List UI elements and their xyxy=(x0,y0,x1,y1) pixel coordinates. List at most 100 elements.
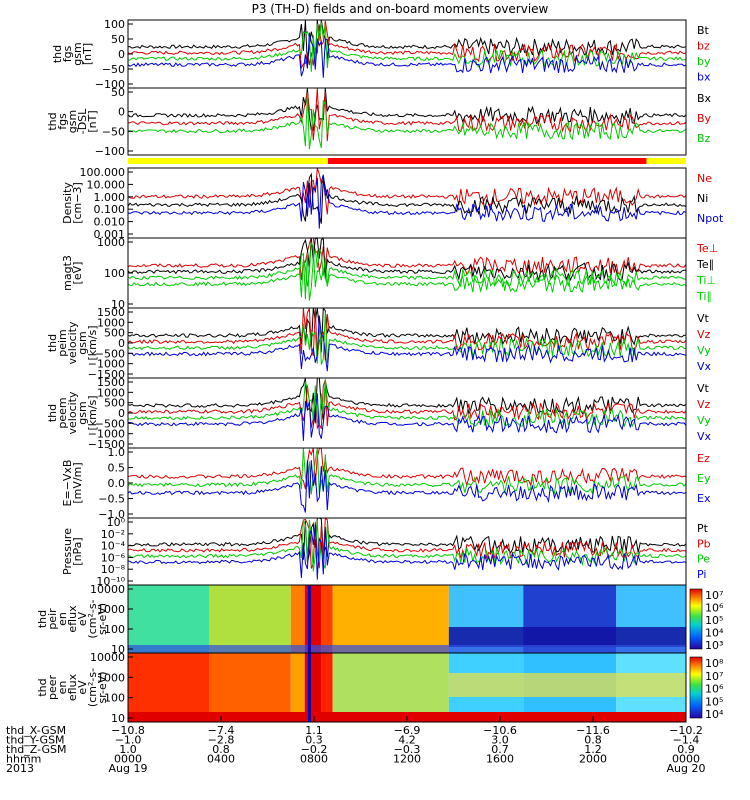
y-axis-label-line: Pressure xyxy=(61,528,74,575)
x-tick-label: 0.7 xyxy=(491,743,509,756)
y-axis-label-line: [nT] xyxy=(86,110,99,132)
y-tick-label: 1500 xyxy=(97,376,125,389)
colorbar-tick-label: 10⁷ xyxy=(705,670,723,683)
y-axis-label-line: [eV] xyxy=(71,262,84,285)
x-tick-label: Aug 20 xyxy=(667,762,706,775)
y-tick-label: −50 xyxy=(102,125,125,138)
x-tick-label: 0000 xyxy=(114,753,142,766)
series-vy-line xyxy=(128,311,686,365)
y-tick-label: 1000 xyxy=(97,603,125,616)
y-axis-label-line: [nT] xyxy=(81,43,94,65)
x-tick-label: 0800 xyxy=(300,753,328,766)
spectrogram-cell xyxy=(128,585,210,653)
legend-0: Bt xyxy=(697,24,710,37)
y-axis-label-line: -DSL xyxy=(76,108,89,134)
y-tick-label: 10⁰ xyxy=(107,516,126,529)
y-tick-label: 50 xyxy=(111,33,125,46)
legend-1: Ni xyxy=(697,192,708,205)
spectrogram-cell xyxy=(332,653,449,722)
x-tick-label: −2.8 xyxy=(208,734,235,747)
spectrogram-cell xyxy=(128,653,210,722)
ephemeris-row-label: thd_Y-GSM xyxy=(6,734,65,747)
legend-2: Ti⊥ xyxy=(696,274,716,287)
y-axis-label-line: gsm xyxy=(66,110,79,133)
y-tick-label: −0.5 xyxy=(98,493,125,506)
y-axis-label-line: peim xyxy=(56,329,69,357)
spectrogram-cell xyxy=(320,653,333,722)
x-tick-label: −1.0 xyxy=(115,734,142,747)
colorbar xyxy=(689,656,703,719)
series-group xyxy=(128,518,686,580)
spectrogram-cell xyxy=(304,585,321,653)
y-tick-label: −1.0 xyxy=(98,508,125,521)
legend-0: Bx xyxy=(697,92,712,105)
series-group xyxy=(128,308,686,372)
series-npot-line xyxy=(128,174,686,229)
x-tick-label: −10.6 xyxy=(483,724,517,737)
x-tick-label: −0.3 xyxy=(394,743,421,756)
y-axis-label-line: [mV/m] xyxy=(71,462,84,503)
spectrogram-cell xyxy=(209,585,291,653)
colorbar-tick-label: 10⁴ xyxy=(705,627,724,640)
y-tick-label: 10000 xyxy=(90,583,125,596)
legend-2: Bz xyxy=(697,132,711,145)
y-tick-label: −500 xyxy=(95,347,125,360)
y-tick-label: −1000 xyxy=(88,358,125,371)
series-group xyxy=(128,448,686,513)
x-tick-label: −0.2 xyxy=(301,743,328,756)
y-tick-label: 1000 xyxy=(97,236,125,249)
y-tick-label: −100 xyxy=(95,145,125,158)
series-pi-line xyxy=(128,524,686,580)
x-tick-label: 0.9 xyxy=(677,743,695,756)
series-ti⊥-line xyxy=(128,240,686,298)
y-tick-label: 0 xyxy=(118,407,125,420)
colorbar-tick-label: 10⁶ xyxy=(705,602,724,615)
y-tick-label: −100 xyxy=(95,78,125,91)
legend-3: Vx xyxy=(697,430,712,443)
y-tick-label: 0 xyxy=(118,337,125,350)
y-axis-label-line: eV xyxy=(76,680,89,695)
y-tick-label: 10 xyxy=(111,712,125,725)
y-axis-label-line: (cm²-s- xyxy=(86,668,99,707)
x-tick-label: 3.0 xyxy=(491,734,509,747)
y-tick-label: 1000 xyxy=(97,386,125,399)
y-tick-label: 10 xyxy=(111,643,125,656)
legend-3: bx xyxy=(697,71,711,84)
series-ne-line xyxy=(128,168,686,215)
x-tick-label: 0.8 xyxy=(212,743,230,756)
spectrogram-cell xyxy=(290,653,305,722)
legend-3: Pi xyxy=(697,568,706,581)
x-tick-label: 0.3 xyxy=(305,734,323,747)
y-tick-label: 10⁻⁴ xyxy=(101,540,126,553)
y-axis-label-line: magt3 xyxy=(61,255,74,291)
x-tick-label: −11.6 xyxy=(576,724,610,737)
y-tick-label: 10⁻² xyxy=(101,528,125,541)
y-axis-label-line: thd xyxy=(46,334,59,352)
y-axis-label: Density[cm−3] xyxy=(61,182,84,224)
series-bz-line xyxy=(128,93,686,150)
y-axis-label-line: [km/s] xyxy=(86,395,99,430)
y-tick-label: −1500 xyxy=(88,438,125,451)
panel-frame xyxy=(127,167,687,239)
x-tick-label: 1.1 xyxy=(305,724,323,737)
x-tick-label: −10.8 xyxy=(111,724,145,737)
legend-0: Ez xyxy=(697,452,710,465)
legend-0: Vt xyxy=(697,382,710,395)
x-tick-label: 1200 xyxy=(393,753,421,766)
y-tick-label: 1.0 xyxy=(108,446,126,459)
y-axis-label-line: en xyxy=(56,612,69,626)
x-tick-label: −7.4 xyxy=(208,724,235,737)
series-vt-line xyxy=(128,378,686,424)
y-axis-label-line: en xyxy=(56,681,69,695)
y-tick-label: 10⁻⁶ xyxy=(101,551,126,564)
series-pb-line xyxy=(128,518,686,569)
series-bx-line xyxy=(128,88,686,132)
y-tick-label: 1000 xyxy=(97,671,125,684)
y-axis-label: Pressure[nPa] xyxy=(61,528,84,575)
panel-frame xyxy=(127,377,687,449)
y-axis-label-line: thd xyxy=(36,610,49,628)
legend-2: Ex xyxy=(697,492,711,505)
